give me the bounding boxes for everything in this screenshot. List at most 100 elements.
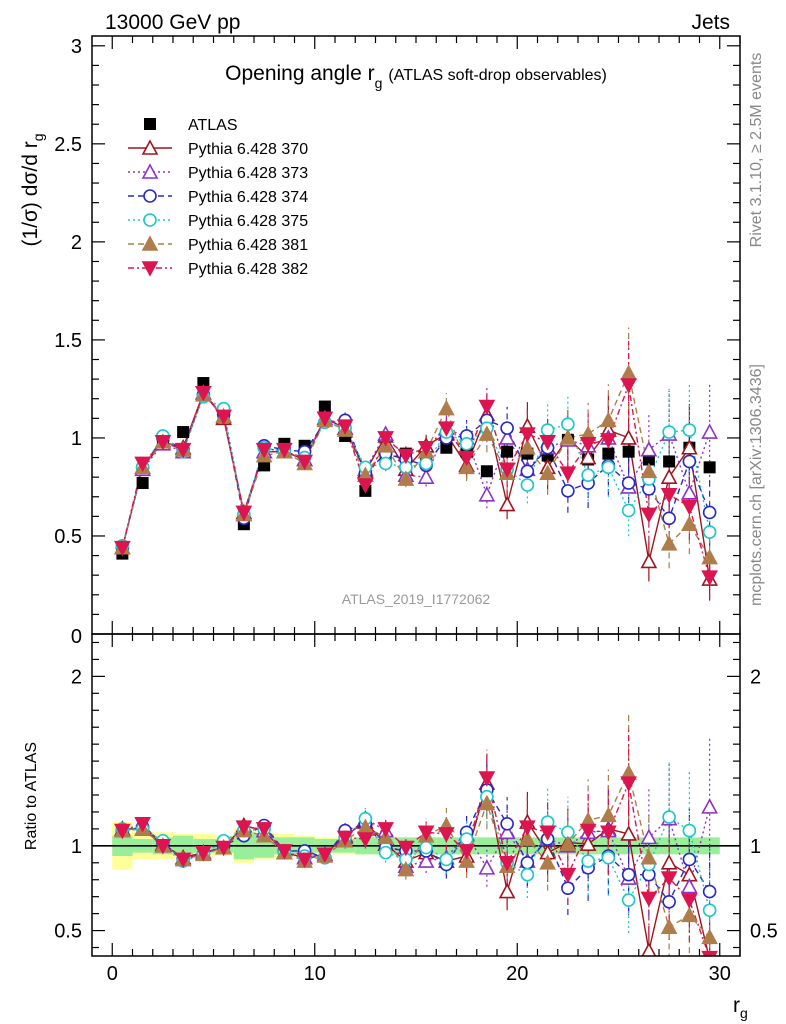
main-point — [539, 435, 556, 451]
ratio-point — [620, 776, 637, 792]
main-point — [215, 409, 232, 426]
main-point — [681, 515, 698, 532]
main-y-axis-label: (1/σ) dσ/d rg — [19, 133, 46, 246]
ratio-series-lines — [122, 770, 711, 956]
main-point — [621, 476, 636, 490]
ratio-point — [621, 893, 636, 907]
ratio-point — [600, 825, 617, 841]
ratio-x-tick-label: 10 — [304, 963, 326, 985]
ratio-point — [579, 835, 597, 851]
main-point — [662, 425, 676, 439]
ratio-y-axis-label: Ratio to ATLAS — [23, 742, 40, 850]
main-point — [357, 478, 374, 494]
main-point — [703, 461, 716, 474]
main-point — [660, 535, 678, 551]
main-point — [134, 456, 151, 473]
main-point — [561, 417, 575, 432]
legend-marker — [141, 139, 159, 155]
plot-title: Opening angle rg (ATLAS soft-drop observa… — [225, 62, 607, 91]
ratio-point — [134, 817, 151, 833]
main-point — [520, 478, 535, 492]
main-point — [316, 411, 334, 428]
main-point — [559, 466, 577, 482]
legend-label: Pythia 6.428 370 — [188, 141, 308, 158]
ratio-point — [702, 884, 717, 899]
main-series-line — [121, 382, 711, 578]
main-point — [663, 455, 676, 468]
rivet-label: Rivet 3.1.10, ≥ 2.5M events — [748, 53, 765, 248]
ratio-point — [701, 798, 718, 814]
ratio-point — [154, 839, 172, 855]
main-point — [561, 484, 575, 498]
main-point — [642, 453, 655, 466]
main-point — [478, 425, 496, 441]
ratio-point — [561, 881, 575, 896]
main-point — [276, 442, 293, 459]
ratio-point — [419, 840, 433, 855]
ratio-point — [662, 894, 676, 909]
main-point — [602, 447, 615, 460]
watermark: ATLAS_2019_I1772062 — [342, 591, 491, 607]
ratio-point — [640, 849, 658, 865]
ratio-series-markers — [114, 764, 718, 956]
main-point — [520, 464, 535, 479]
ratio-series-line — [122, 770, 711, 938]
main-point — [579, 448, 597, 465]
ratio-point — [660, 854, 678, 870]
main-point — [702, 525, 717, 539]
ratio-y-tick-label-right: 0.5 — [750, 921, 778, 943]
main-series-line — [121, 391, 711, 580]
ratio-point — [641, 942, 657, 956]
ratio-point — [174, 852, 192, 869]
main-y-tick-label: 0.5 — [54, 526, 82, 548]
ratio-point — [235, 820, 253, 836]
ratio-point — [559, 835, 577, 851]
ratio-point — [195, 845, 212, 862]
ratio-series-line — [122, 794, 711, 911]
main-point — [662, 511, 676, 526]
legend-marker — [141, 163, 159, 179]
mcplots-label: mcplots.cern.ch [arXiv:1306.3436] — [748, 364, 765, 606]
ratio-x-tick-label: 0 — [107, 963, 118, 985]
main-point — [540, 423, 555, 437]
main-point — [701, 423, 718, 439]
main-point — [480, 465, 493, 478]
ratio-point — [500, 817, 514, 831]
ratio-point — [519, 830, 536, 846]
ratio-y-tick-label-right: 2 — [750, 666, 761, 688]
ratio-x-axis-label-text: r — [733, 994, 740, 1017]
ratio-y-tick-label: 2 — [71, 666, 82, 688]
main-point — [417, 468, 435, 484]
main-point — [621, 503, 636, 518]
ratio-point — [681, 877, 698, 894]
main-point — [177, 426, 190, 439]
main-point — [478, 399, 496, 416]
main-point — [559, 429, 577, 445]
main-series-lines — [121, 370, 711, 580]
main-point — [377, 431, 394, 447]
main-series-markers — [114, 364, 718, 586]
main-point — [258, 459, 271, 472]
main-point — [458, 450, 475, 467]
main-plot: 0.5 1 1.5 2 2.5 3 — [54, 35, 741, 635]
ratio-x-tick-label: 20 — [506, 963, 528, 985]
ratio-point — [215, 840, 232, 857]
ratio-point — [640, 828, 658, 845]
main-point — [622, 445, 635, 458]
legend-label: Pythia 6.428 382 — [188, 261, 308, 278]
main-point — [136, 477, 149, 490]
main-point — [701, 548, 718, 565]
ratio-point — [378, 845, 393, 860]
main-point — [458, 458, 475, 475]
main-y-axis-label-text: (1/σ) dσ/d r — [19, 141, 42, 246]
main-point — [620, 378, 637, 394]
ratio-point — [701, 928, 718, 945]
ratio-point — [417, 852, 435, 868]
ratio-point — [579, 823, 597, 840]
main-point — [336, 419, 354, 435]
ratio-point — [478, 859, 496, 875]
ratio-point — [581, 854, 595, 868]
main-point — [397, 448, 415, 465]
ratio-frame — [91, 633, 741, 957]
